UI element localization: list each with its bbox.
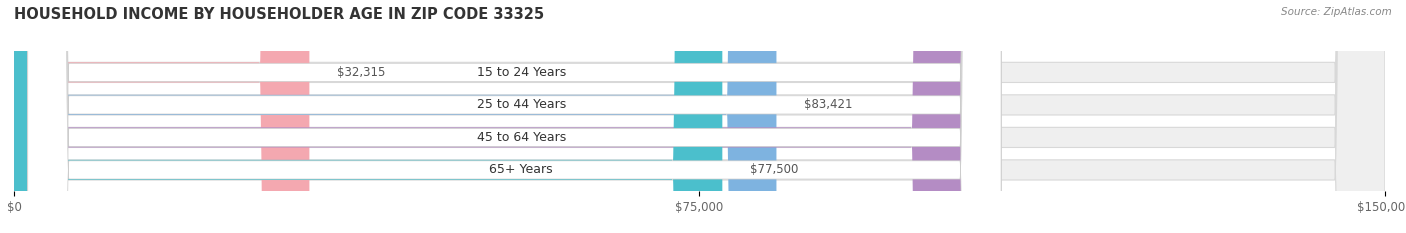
Text: 25 to 44 Years: 25 to 44 Years [477,98,565,111]
FancyBboxPatch shape [14,0,1385,233]
FancyBboxPatch shape [28,0,1001,233]
FancyBboxPatch shape [14,0,1385,233]
Text: 65+ Years: 65+ Years [489,163,553,176]
FancyBboxPatch shape [28,0,1001,233]
FancyBboxPatch shape [28,0,1001,233]
Text: $103,643: $103,643 [877,131,934,144]
Text: Source: ZipAtlas.com: Source: ZipAtlas.com [1281,7,1392,17]
Text: $77,500: $77,500 [749,163,799,176]
Text: HOUSEHOLD INCOME BY HOUSEHOLDER AGE IN ZIP CODE 33325: HOUSEHOLD INCOME BY HOUSEHOLDER AGE IN Z… [14,7,544,22]
FancyBboxPatch shape [14,0,1385,233]
Text: 15 to 24 Years: 15 to 24 Years [477,66,565,79]
FancyBboxPatch shape [14,0,776,233]
FancyBboxPatch shape [14,0,723,233]
FancyBboxPatch shape [28,0,1001,233]
FancyBboxPatch shape [14,0,962,233]
Text: $32,315: $32,315 [337,66,385,79]
FancyBboxPatch shape [14,0,1385,233]
Text: 45 to 64 Years: 45 to 64 Years [477,131,565,144]
Text: $83,421: $83,421 [804,98,852,111]
FancyBboxPatch shape [14,0,309,233]
